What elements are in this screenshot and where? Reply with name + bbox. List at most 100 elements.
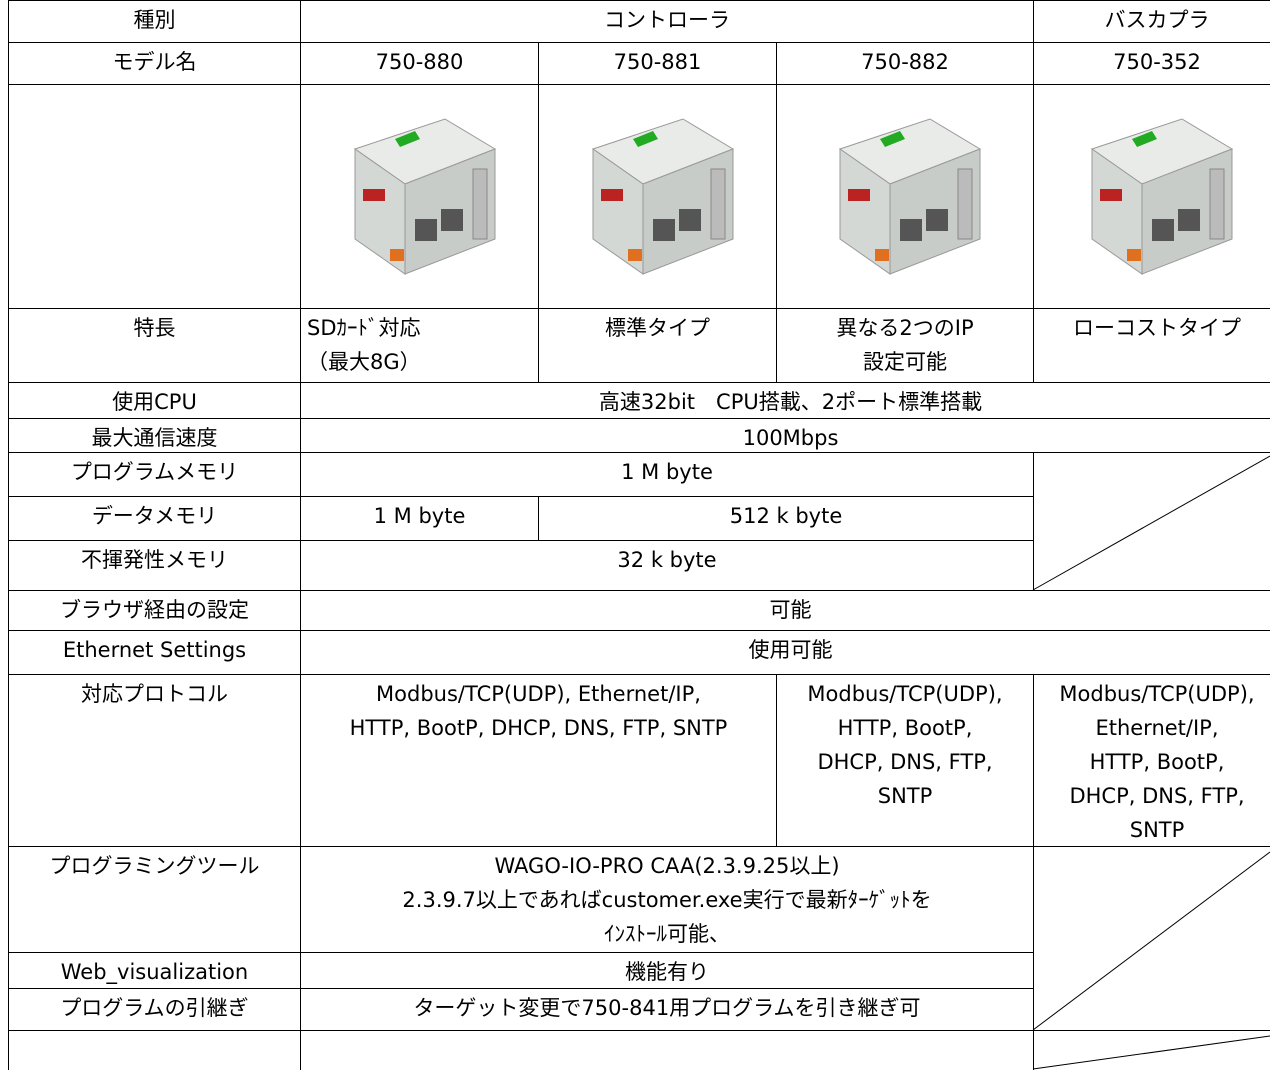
cell-text: DHCP, DNS, FTP, bbox=[817, 750, 993, 774]
cell: 標準タイプ bbox=[538, 308, 777, 383]
row-label: プログラミングツール bbox=[8, 846, 301, 953]
product-image bbox=[353, 118, 496, 275]
cell-text: ターゲット変更で750-841用プログラムを引き継ぎ可 bbox=[413, 996, 921, 1020]
cell-text: モデル名 bbox=[112, 50, 197, 74]
blank-cell bbox=[8, 1030, 301, 1070]
cell-text: WAGO-IO-PRO CAA(2.3.9.25以上) bbox=[494, 854, 840, 878]
blank-cell bbox=[1033, 846, 1270, 1031]
cell-text: Ethernet/IP, bbox=[1095, 716, 1219, 740]
cell-text: データメモリ bbox=[91, 504, 218, 528]
product-image bbox=[1090, 118, 1234, 275]
cell: 使用可能 bbox=[300, 630, 1270, 675]
product-image bbox=[591, 118, 734, 275]
cell-text: SDｶｰﾄﾞ対応 bbox=[307, 316, 421, 340]
row-label: プログラムメモリ bbox=[8, 452, 301, 497]
cell: 750-881 bbox=[538, 42, 777, 85]
row-label: 特長 bbox=[8, 308, 301, 383]
row-label: 使用CPU bbox=[8, 382, 301, 419]
image-cell bbox=[300, 84, 539, 309]
cell: 異なる2つのIP 設定可能 bbox=[776, 308, 1034, 383]
cell-text: プログラミングツール bbox=[49, 854, 260, 878]
cell-text: プログラムメモリ bbox=[70, 460, 239, 484]
cell-text: 対応プロトコル bbox=[81, 682, 228, 706]
cell-text: Modbus/TCP(UDP), bbox=[1059, 682, 1255, 706]
row-label: 最大通信速度 bbox=[8, 418, 301, 453]
cell-text: Web_visualization bbox=[60, 960, 249, 984]
cell-text: 最大通信速度 bbox=[91, 426, 218, 450]
cell-text: バスカプラ bbox=[1104, 8, 1210, 32]
cell-text: 750-352 bbox=[1113, 50, 1201, 74]
cell: コントローラ bbox=[300, 0, 1034, 43]
cell: Modbus/TCP(UDP), Ethernet/IP, HTTP, BootP… bbox=[300, 674, 777, 847]
cell-text: SNTP bbox=[1129, 818, 1185, 842]
cell-text: ブラウザ経由の設定 bbox=[60, 598, 249, 622]
cell-text: Modbus/TCP(UDP), Ethernet/IP, bbox=[376, 682, 701, 706]
cell: 100Mbps bbox=[300, 418, 1270, 453]
cell-text: DHCP, DNS, FTP, bbox=[1069, 784, 1245, 808]
row-label: プログラムの引継ぎ bbox=[8, 988, 301, 1031]
cell-text: 高速32bit CPU搭載、2ポート標準搭載 bbox=[598, 390, 983, 414]
row-label: データメモリ bbox=[8, 496, 301, 541]
row-label: 対応プロトコル bbox=[8, 674, 301, 847]
cell: 可能 bbox=[300, 590, 1270, 631]
image-cell bbox=[538, 84, 777, 309]
blank-cell bbox=[300, 1030, 1034, 1070]
cell-text: 種別 bbox=[133, 8, 176, 32]
cell-text: 特長 bbox=[133, 316, 176, 340]
image-cell bbox=[1033, 84, 1270, 309]
cell: 750-352 bbox=[1033, 42, 1270, 85]
cell: ローコストタイプ bbox=[1033, 308, 1270, 383]
cell: ターゲット変更で750-841用プログラムを引き継ぎ可 bbox=[300, 988, 1034, 1031]
row-label: ブラウザ経由の設定 bbox=[8, 590, 301, 631]
cell-text: 使用可能 bbox=[748, 638, 833, 662]
cell-text: コントローラ bbox=[604, 8, 730, 32]
cell-text: 100Mbps bbox=[742, 426, 839, 450]
cell: 1 M byte bbox=[300, 452, 1034, 497]
row-label bbox=[8, 84, 301, 309]
cell: Modbus/TCP(UDP), HTTP, BootP, DHCP, DNS, F… bbox=[776, 674, 1034, 847]
row-label: Web_visualization bbox=[8, 952, 301, 989]
cell-text: 750-880 bbox=[375, 50, 464, 74]
cell-text: 標準タイプ bbox=[605, 316, 710, 340]
cell-text: HTTP, BootP, bbox=[1089, 750, 1225, 774]
cell-text: 1 M byte bbox=[621, 460, 713, 484]
blank-cell bbox=[1033, 452, 1270, 591]
row-label: モデル名 bbox=[8, 42, 301, 85]
cell: SDｶｰﾄﾞ対応 （最大8G） bbox=[300, 308, 539, 383]
cell-text: 使用CPU bbox=[112, 390, 197, 414]
cell: 750-880 bbox=[300, 42, 539, 85]
cell-text: 機能有り bbox=[625, 960, 709, 984]
cell-text: （最大8G） bbox=[307, 350, 421, 374]
cell-text: 750-881 bbox=[613, 50, 702, 74]
cell-text: 可能 bbox=[769, 598, 812, 622]
row-label: Ethernet Settings bbox=[8, 630, 301, 675]
cell-text: 2.3.9.7以上であればcustomer.exe実行で最新ﾀｰｹﾞｯﾄを bbox=[402, 888, 932, 912]
row-label: 不揮発性メモリ bbox=[8, 540, 301, 591]
cell-text: HTTP, BootP, DHCP, DNS, FTP, SNTP bbox=[349, 716, 728, 740]
cell-text: HTTP, BootP, bbox=[837, 716, 973, 740]
cell: バスカプラ bbox=[1033, 0, 1270, 43]
cell-text: ｲﾝｽﾄｰﾙ可能、 bbox=[604, 922, 730, 946]
cell-text: 32 k byte bbox=[617, 548, 717, 572]
cell: 高速32bit CPU搭載、2ポート標準搭載 bbox=[300, 382, 1270, 419]
cell-text: 不揮発性メモリ bbox=[81, 548, 228, 572]
cell-text: 設定可能 bbox=[863, 350, 947, 374]
cell-text: プログラムの引継ぎ bbox=[60, 996, 249, 1020]
blank-cell bbox=[1033, 1030, 1270, 1070]
cell: 1 M byte bbox=[300, 496, 539, 541]
cell: 32 k byte bbox=[300, 540, 1034, 591]
cell: Modbus/TCP(UDP), Ethernet/IP, HTTP, BootP,… bbox=[1033, 674, 1270, 847]
product-image bbox=[838, 118, 982, 275]
cell: WAGO-IO-PRO CAA(2.3.9.25以上) 2.3.9.7以上であれば… bbox=[300, 846, 1034, 953]
cell-text: Ethernet Settings bbox=[62, 638, 247, 662]
cell-text: 異なる2つのIP bbox=[836, 316, 974, 340]
row-label: 種別 bbox=[8, 0, 301, 43]
cell: 機能有り bbox=[300, 952, 1034, 989]
cell: 512 k byte bbox=[538, 496, 1034, 541]
cell-text: ローコストタイプ bbox=[1073, 316, 1241, 340]
cell-text: SNTP bbox=[877, 784, 933, 808]
cell-text: 1 M byte bbox=[373, 504, 466, 528]
cell-text: 750-882 bbox=[861, 50, 949, 74]
cell: 750-882 bbox=[776, 42, 1034, 85]
